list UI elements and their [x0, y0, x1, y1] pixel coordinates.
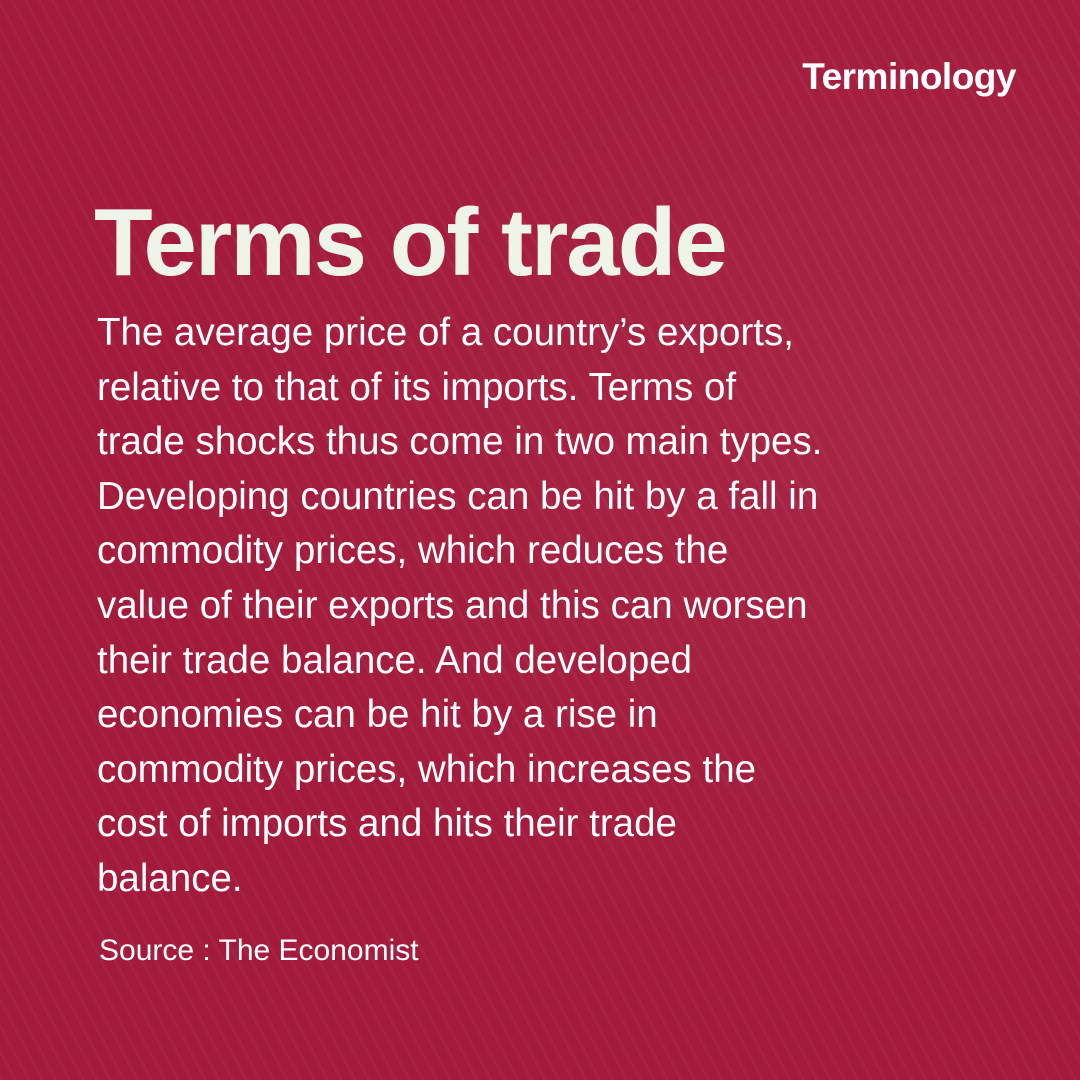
- definition-line: economies can be hit by a rise in: [97, 693, 658, 737]
- definition-line: commodity prices, which increases the: [97, 747, 757, 791]
- definition-line: relative to that of its imports. Terms o…: [97, 365, 737, 409]
- definition-line: balance.: [97, 856, 243, 900]
- category-tag: Terminology: [802, 56, 1016, 97]
- definition-line: their trade balance. And developed: [97, 638, 693, 682]
- definition-text: The average price of a country’s exports…: [97, 306, 822, 907]
- page-title: Terms of trade: [94, 189, 728, 296]
- definition-line: cost of imports and hits their trade: [97, 802, 677, 846]
- definition-line: value of their exports and this can wors…: [97, 583, 808, 627]
- source-credit: Source : The Economist: [99, 934, 419, 967]
- definition-line: The average price of a country’s exports…: [97, 311, 794, 354]
- definition-line: Developing countries can be hit by a fal…: [97, 474, 819, 518]
- definition-line: trade shocks thus come in two main types…: [97, 420, 823, 464]
- definition-line: commodity prices, which reduces the: [97, 529, 729, 573]
